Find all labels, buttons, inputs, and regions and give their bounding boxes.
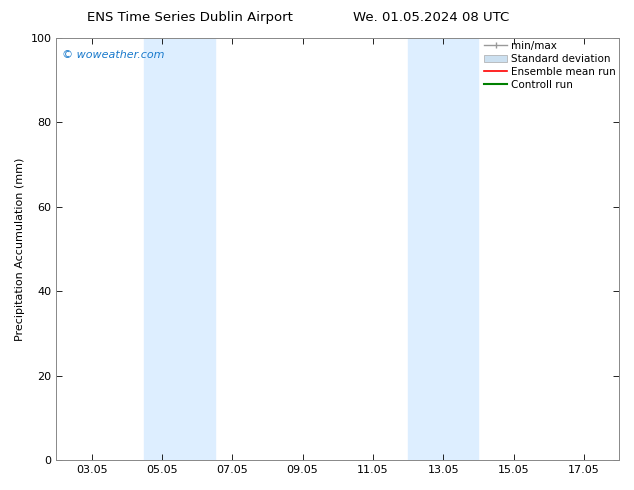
Bar [408, 38, 479, 460]
Bar [145, 38, 215, 460]
Text: © woweather.com: © woweather.com [62, 50, 165, 60]
Text: We. 01.05.2024 08 UTC: We. 01.05.2024 08 UTC [353, 11, 509, 24]
Legend: min/max, Standard deviation, Ensemble mean run, Controll run: min/max, Standard deviation, Ensemble me… [484, 41, 616, 90]
Text: ENS Time Series Dublin Airport: ENS Time Series Dublin Airport [87, 11, 293, 24]
Y-axis label: Precipitation Accumulation (mm): Precipitation Accumulation (mm) [15, 157, 25, 341]
